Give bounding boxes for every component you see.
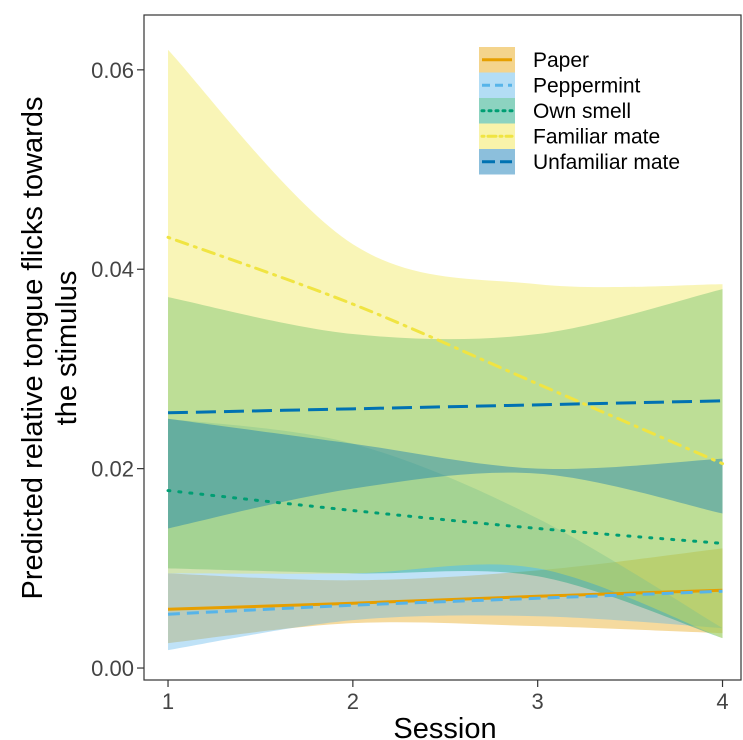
legend-label: Peppermint: [533, 75, 641, 98]
legend-label: Familiar mate: [533, 126, 660, 149]
legend-item-familiar-mate: Familiar mate: [479, 124, 660, 150]
y-axis-title-line1: Predicted relative tongue flicks towards: [17, 97, 49, 600]
legend-label: Unfamiliar mate: [533, 151, 680, 174]
legend-label: Own smell: [533, 100, 631, 123]
x-tick-label: 2: [347, 689, 359, 714]
y-tick-label: 0.04: [91, 257, 134, 282]
x-tick-label: 4: [716, 689, 728, 714]
legend-item-unfamiliar-mate: Unfamiliar mate: [479, 149, 680, 175]
legend-item-peppermint: Peppermint: [479, 73, 641, 99]
legend-label: Paper: [533, 49, 589, 72]
y-tick-label: 0.00: [91, 656, 134, 681]
y-axis-title-line2: the stimulus: [51, 271, 83, 426]
x-axis: 1 2 3 4: [162, 680, 729, 714]
legend-item-paper: Paper: [479, 47, 589, 73]
y-tick-label: 0.02: [91, 457, 134, 482]
y-tick-label: 0.06: [91, 58, 134, 83]
x-axis-title: Session: [393, 713, 496, 740]
x-tick-label: 1: [162, 689, 174, 714]
x-tick-label: 3: [532, 689, 544, 714]
legend-item-own-smell: Own smell: [479, 98, 631, 124]
y-axis: 0.00 0.02 0.04 0.06: [91, 58, 144, 681]
